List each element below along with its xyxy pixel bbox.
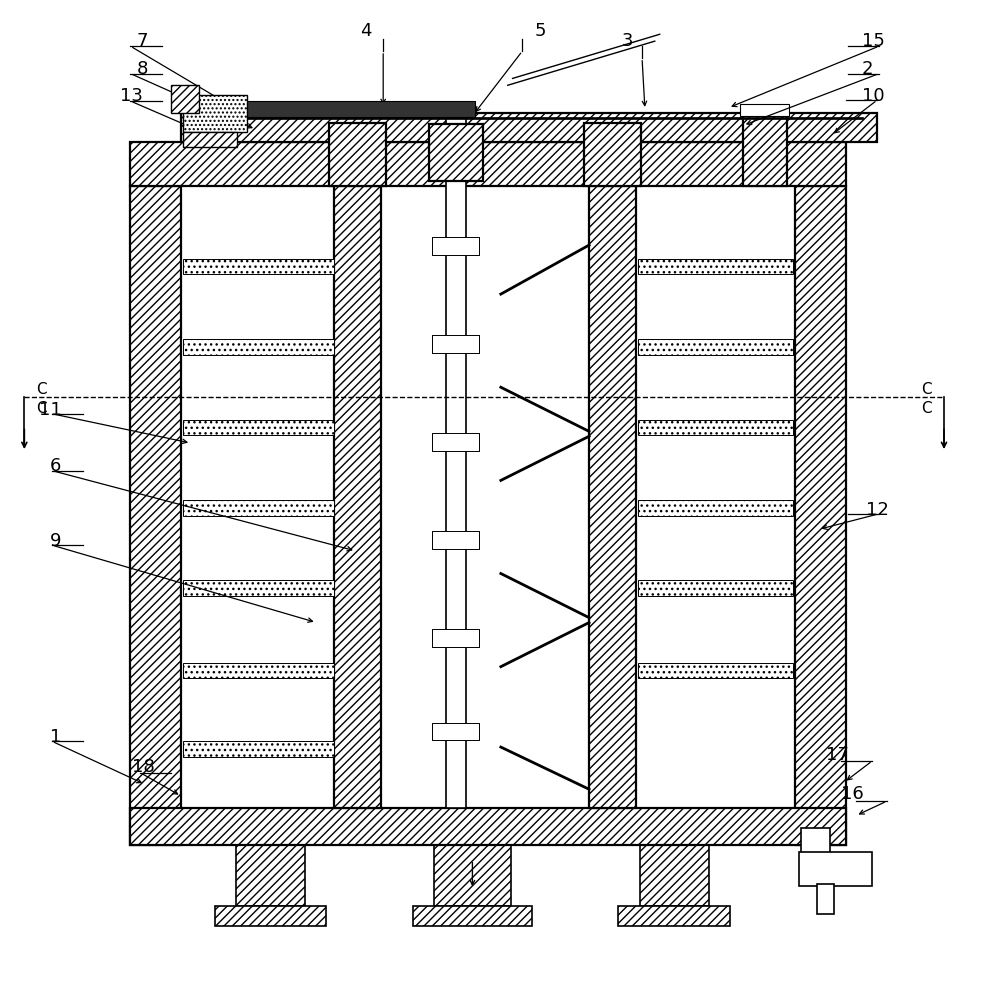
Bar xyxy=(183,339,334,355)
Bar xyxy=(412,906,532,926)
Text: 1: 1 xyxy=(50,728,61,746)
Bar xyxy=(186,117,863,119)
Bar xyxy=(432,433,479,451)
Bar xyxy=(434,845,511,906)
Bar xyxy=(638,580,793,596)
Text: 9: 9 xyxy=(50,532,61,550)
Bar xyxy=(183,132,237,147)
Bar xyxy=(636,186,795,808)
Text: 18: 18 xyxy=(132,758,155,776)
Bar xyxy=(432,335,479,353)
Bar xyxy=(183,580,334,596)
Bar xyxy=(183,259,334,274)
Bar xyxy=(638,420,793,435)
Bar xyxy=(183,663,334,678)
Bar xyxy=(799,852,873,886)
Text: 5: 5 xyxy=(534,22,546,40)
Bar xyxy=(172,85,199,113)
Text: 2: 2 xyxy=(862,60,874,78)
Bar xyxy=(743,113,787,186)
Bar xyxy=(795,186,846,845)
Bar xyxy=(432,237,479,255)
Text: 4: 4 xyxy=(360,22,372,40)
Bar xyxy=(183,500,334,516)
Bar xyxy=(329,123,387,186)
Bar xyxy=(130,142,846,186)
Bar xyxy=(640,845,709,906)
Bar xyxy=(181,113,878,142)
Bar xyxy=(432,531,479,549)
Bar xyxy=(429,124,483,181)
Text: C: C xyxy=(922,401,932,416)
Text: 3: 3 xyxy=(621,32,633,50)
Bar xyxy=(816,884,834,914)
Bar xyxy=(186,101,475,117)
Bar xyxy=(215,906,326,926)
Text: 8: 8 xyxy=(136,60,148,78)
Bar xyxy=(334,186,382,808)
Bar xyxy=(432,629,479,647)
Text: 11: 11 xyxy=(38,401,61,419)
Bar xyxy=(130,808,846,845)
Bar xyxy=(183,420,334,435)
Bar xyxy=(740,104,789,116)
Text: 17: 17 xyxy=(826,746,849,764)
Bar xyxy=(236,845,305,906)
Bar xyxy=(181,186,334,808)
Text: 13: 13 xyxy=(120,87,143,105)
Bar xyxy=(382,186,589,808)
Bar xyxy=(589,186,636,808)
Bar xyxy=(183,95,246,132)
Bar xyxy=(584,123,641,186)
Text: C: C xyxy=(36,401,46,416)
Bar xyxy=(638,259,793,274)
Text: 10: 10 xyxy=(862,87,884,105)
Text: 6: 6 xyxy=(50,457,61,475)
Bar xyxy=(618,906,731,926)
Bar xyxy=(638,339,793,355)
Text: C: C xyxy=(922,382,932,397)
Bar xyxy=(130,186,181,845)
Text: 16: 16 xyxy=(841,785,864,803)
Text: 15: 15 xyxy=(862,32,884,50)
Bar xyxy=(446,118,465,808)
Bar xyxy=(638,663,793,678)
Text: 12: 12 xyxy=(866,501,888,519)
Text: 7: 7 xyxy=(136,32,148,50)
Bar xyxy=(638,500,793,516)
Bar xyxy=(183,741,334,757)
Bar xyxy=(801,828,830,853)
Bar xyxy=(432,723,479,740)
Text: C: C xyxy=(36,382,46,397)
